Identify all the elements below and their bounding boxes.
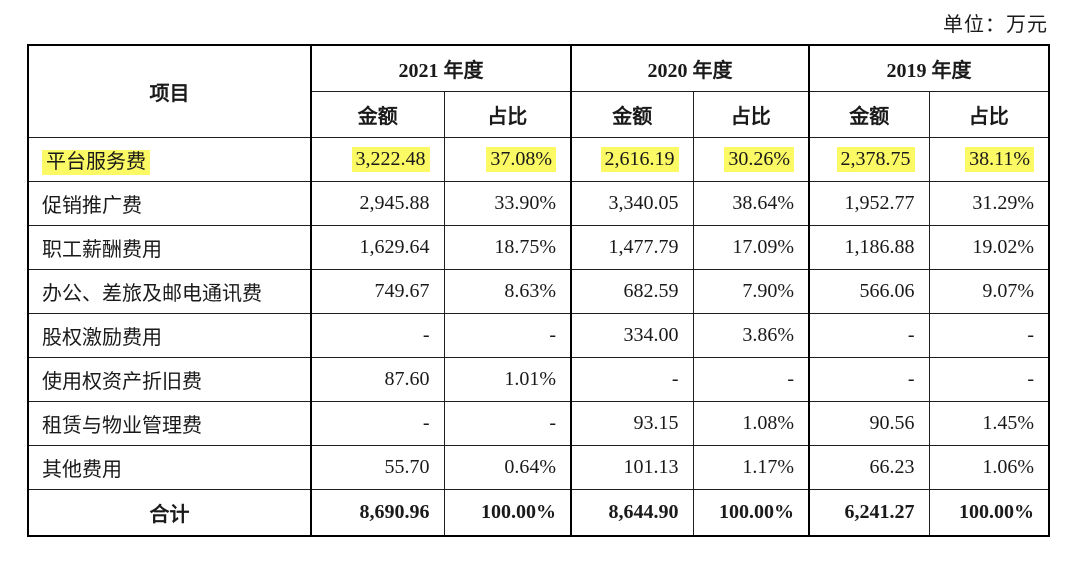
amount-header-2019: 金额 — [808, 90, 930, 138]
amount-cell: 2,945.88 — [310, 180, 445, 226]
table-row-lease-property-management: 租赁与物业管理费 - - 93.15 1.08% 90.56 1.45% — [27, 400, 1050, 446]
total-label: 合计 — [27, 488, 312, 537]
table-row-equity-incentive: 股权激励费用 - - 334.00 3.86% - - — [27, 312, 1050, 358]
ratio-cell: 19.02% — [928, 224, 1050, 270]
amount-cell: 6,241.27 — [808, 488, 930, 537]
ratio-cell: - — [692, 356, 810, 402]
amount-cell: 334.00 — [570, 312, 694, 358]
item-cell: 平台服务费 — [27, 136, 312, 182]
ratio-cell: 1.08% — [692, 400, 810, 446]
ratio-cell: 31.29% — [928, 180, 1050, 226]
amount-cell: 93.15 — [570, 400, 694, 446]
amount-cell: 1,186.88 — [808, 224, 930, 270]
amount-cell: 101.13 — [570, 444, 694, 490]
ratio-cell: 38.11% — [928, 136, 1050, 182]
amount-cell: 2,378.75 — [808, 136, 930, 182]
table-row-promotion-fee: 促销推广费 2,945.88 33.90% 3,340.05 38.64% 1,… — [27, 180, 1050, 226]
amount-cell: - — [808, 356, 930, 402]
item-cell: 办公、差旅及邮电通讯费 — [27, 268, 312, 314]
ratio-header-2021: 占比 — [443, 90, 572, 138]
amount-cell: 2,616.19 — [570, 136, 694, 182]
amount-cell: 55.70 — [310, 444, 445, 490]
table-row-total: 合计 8,690.96 100.00% 8,644.90 100.00% 6,2… — [27, 488, 1050, 537]
ratio-cell: 1.17% — [692, 444, 810, 490]
ratio-header-2020: 占比 — [692, 90, 810, 138]
table-header-row-subcolumns: 金额 占比 金额 占比 金额 占比 — [28, 90, 1050, 138]
ratio-cell: 100.00% — [692, 488, 810, 537]
amount-cell: 3,222.48 — [310, 136, 445, 182]
highlighted-text: 平台服务费 — [42, 149, 150, 175]
amount-cell: 3,340.05 — [570, 180, 694, 226]
ratio-cell: 100.00% — [443, 488, 572, 537]
expense-breakdown-table: 项目 2021 年度 2020 年度 2019 年度 金额 占比 金额 占比 金… — [27, 44, 1050, 537]
amount-header-2020: 金额 — [570, 90, 694, 138]
amount-cell: 566.06 — [808, 268, 930, 314]
amount-cell: 1,952.77 — [808, 180, 930, 226]
table-row-platform-service-fee: 平台服务费 3,222.48 37.08% 2,616.19 30.26% 2,… — [27, 136, 1050, 182]
table-row-right-of-use-depreciation: 使用权资产折旧费 87.60 1.01% - - - - — [27, 356, 1050, 402]
amount-cell: 87.60 — [310, 356, 445, 402]
item-cell: 使用权资产折旧费 — [27, 356, 312, 402]
ratio-cell: - — [443, 400, 572, 446]
year-header-2021: 2021 年度 — [310, 44, 572, 92]
ratio-cell: - — [928, 356, 1050, 402]
ratio-cell: - — [928, 312, 1050, 358]
table-row-office-travel-post: 办公、差旅及邮电通讯费 749.67 8.63% 682.59 7.90% 56… — [27, 268, 1050, 314]
amount-cell: 90.56 — [808, 400, 930, 446]
ratio-cell: 1.06% — [928, 444, 1050, 490]
item-cell: 股权激励费用 — [27, 312, 312, 358]
item-cell: 其他费用 — [27, 444, 312, 490]
amount-cell: 682.59 — [570, 268, 694, 314]
ratio-cell: 7.90% — [692, 268, 810, 314]
year-header-2019: 2019 年度 — [808, 44, 1050, 92]
ratio-cell: 33.90% — [443, 180, 572, 226]
ratio-cell: - — [443, 312, 572, 358]
amount-cell: 8,690.96 — [310, 488, 445, 537]
amount-cell: 66.23 — [808, 444, 930, 490]
ratio-cell: 1.01% — [443, 356, 572, 402]
ratio-cell: 100.00% — [928, 488, 1050, 537]
amount-cell: - — [310, 312, 445, 358]
ratio-cell: 1.45% — [928, 400, 1050, 446]
ratio-cell: 30.26% — [692, 136, 810, 182]
ratio-cell: 18.75% — [443, 224, 572, 270]
year-header-2020: 2020 年度 — [570, 44, 810, 92]
ratio-cell: 17.09% — [692, 224, 810, 270]
item-cell: 促销推广费 — [27, 180, 312, 226]
ratio-cell: 8.63% — [443, 268, 572, 314]
item-cell: 租赁与物业管理费 — [27, 400, 312, 446]
table-row-employee-compensation: 职工薪酬费用 1,629.64 18.75% 1,477.79 17.09% 1… — [27, 224, 1050, 270]
ratio-cell: 9.07% — [928, 268, 1050, 314]
ratio-cell: 0.64% — [443, 444, 572, 490]
amount-cell: - — [570, 356, 694, 402]
unit-label: 单位：万元 — [943, 14, 1048, 36]
ratio-cell: 38.64% — [692, 180, 810, 226]
amount-cell: 1,629.64 — [310, 224, 445, 270]
ratio-cell: 3.86% — [692, 312, 810, 358]
amount-header-2021: 金额 — [310, 90, 445, 138]
item-cell: 职工薪酬费用 — [27, 224, 312, 270]
amount-cell: - — [310, 400, 445, 446]
amount-cell: 1,477.79 — [570, 224, 694, 270]
ratio-header-2019: 占比 — [928, 90, 1050, 138]
table-row-other-expenses: 其他费用 55.70 0.64% 101.13 1.17% 66.23 1.06… — [27, 444, 1050, 490]
table-header-row-years: 项目 2021 年度 2020 年度 2019 年度 — [27, 44, 1050, 138]
amount-cell: 749.67 — [310, 268, 445, 314]
item-column-header: 项目 — [27, 44, 312, 138]
ratio-cell: 37.08% — [443, 136, 572, 182]
amount-cell: - — [808, 312, 930, 358]
amount-cell: 8,644.90 — [570, 488, 694, 537]
